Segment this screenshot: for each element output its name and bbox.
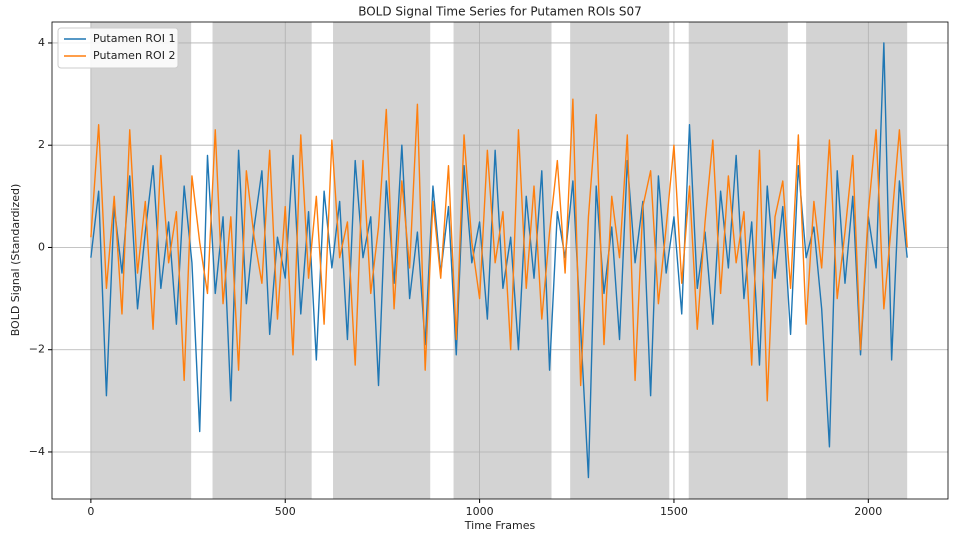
plot-frame: [51, 21, 949, 500]
y-axis-label: BOLD Signal (Standardized): [9, 184, 22, 337]
series-line: [90, 98, 908, 402]
x-tick-label: 0: [87, 505, 94, 518]
x-axis-label: Time Frames: [464, 519, 536, 532]
task-block: [90, 22, 192, 499]
legend-box: [57, 27, 179, 69]
task-block: [688, 22, 788, 499]
y-tick-label: 2: [38, 138, 45, 151]
x-tick-label: 500: [275, 505, 296, 518]
y-tick-label: 0: [38, 240, 45, 253]
y-tick-label: −2: [29, 343, 45, 356]
x-tick-label: 1000: [466, 505, 494, 518]
legend-label: Putamen ROI 1: [93, 32, 175, 45]
task-block: [570, 22, 670, 499]
y-tick-label: −4: [29, 445, 45, 458]
task-block: [333, 22, 431, 499]
legend: Putamen ROI 1 Putamen ROI 2: [57, 27, 179, 69]
chart-title: BOLD Signal Time Series for Putamen ROIs…: [358, 5, 642, 19]
legend-label: Putamen ROI 2: [93, 49, 175, 62]
series-line: [90, 42, 908, 479]
y-tick-label: 4: [38, 36, 45, 49]
x-tick-label: 2000: [854, 505, 882, 518]
task-block: [453, 22, 552, 499]
x-tick-label: 1500: [660, 505, 688, 518]
task-block: [212, 22, 312, 499]
